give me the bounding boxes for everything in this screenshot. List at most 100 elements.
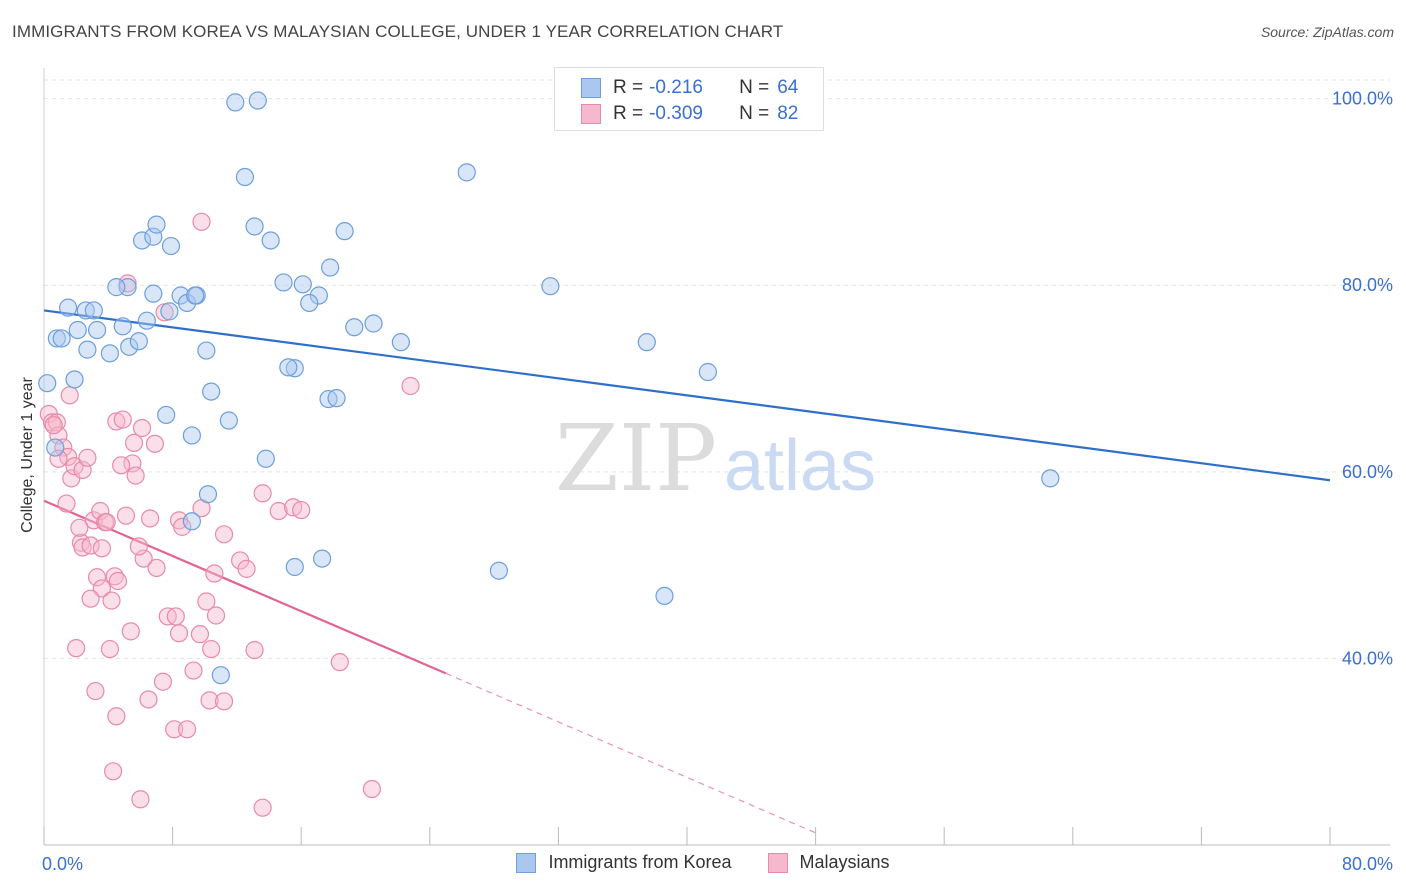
legend-n-value: 64 bbox=[777, 77, 799, 98]
chart-title: IMMIGRANTS FROM KOREA VS MALAYSIAN COLLE… bbox=[12, 22, 784, 41]
korea-point bbox=[285, 359, 304, 378]
x-tick-label: 0.0% bbox=[42, 854, 83, 874]
correlation-legend: R = -0.216 N = 64 R = -0.309 N = 82 bbox=[554, 67, 824, 131]
korea-point bbox=[171, 286, 190, 305]
korea-point bbox=[345, 318, 364, 337]
korea-point bbox=[364, 314, 383, 333]
malaysians-point bbox=[102, 591, 121, 610]
legend-item-korea: Immigrants from Korea bbox=[516, 852, 732, 873]
malaysians-point bbox=[70, 518, 89, 537]
korea-point bbox=[52, 329, 71, 348]
watermark-atlas: atlas bbox=[724, 426, 876, 506]
korea-point bbox=[300, 293, 319, 313]
malaysians-point bbox=[166, 607, 185, 626]
korea-point bbox=[59, 298, 78, 317]
korea-point bbox=[335, 222, 354, 241]
korea-point bbox=[457, 163, 476, 182]
malaysians-point bbox=[112, 456, 131, 475]
malaysians-point bbox=[177, 720, 197, 739]
korea-point bbox=[235, 167, 255, 187]
korea-trend-line bbox=[43, 309, 1331, 482]
malaysians-point bbox=[97, 513, 116, 532]
y-tick-label: 100.0% bbox=[1332, 89, 1393, 109]
malaysians-point bbox=[78, 448, 97, 467]
malaysians-point bbox=[129, 537, 148, 556]
legend-r-value: -0.309 bbox=[649, 103, 703, 124]
malaysians-point bbox=[169, 624, 189, 643]
korea-point bbox=[202, 382, 221, 401]
malaysians-point bbox=[107, 707, 126, 726]
malaysians-point bbox=[49, 449, 68, 468]
malaysians-point bbox=[116, 506, 136, 525]
korea-point bbox=[261, 231, 280, 250]
korea-point bbox=[321, 258, 340, 277]
korea-point bbox=[655, 586, 674, 606]
data-points bbox=[38, 91, 1060, 817]
legend-n-label: N = bbox=[739, 77, 770, 98]
malaysians-point bbox=[165, 720, 184, 739]
y-tick-label: 40.0% bbox=[1342, 648, 1393, 668]
korea-point bbox=[65, 370, 84, 389]
malaysians-trend-extension bbox=[445, 672, 816, 834]
malaysians-point bbox=[124, 433, 144, 453]
korea-point bbox=[87, 320, 107, 340]
korea-point bbox=[47, 329, 66, 348]
malaysians-point bbox=[245, 640, 264, 660]
korea-point bbox=[211, 666, 230, 685]
legend-row-malaysians: R = -0.309 N = 82 bbox=[581, 102, 798, 126]
legend-label-korea: Immigrants from Korea bbox=[548, 852, 732, 872]
malaysians-point bbox=[104, 762, 123, 781]
malaysians-point bbox=[197, 592, 216, 611]
malaysians-point bbox=[202, 639, 221, 659]
trend-lines bbox=[43, 309, 1331, 834]
korea-point bbox=[182, 512, 201, 531]
malaysians-point bbox=[81, 536, 100, 555]
malaysians-point bbox=[86, 681, 105, 701]
korea-point bbox=[186, 286, 205, 305]
malaysians-point bbox=[113, 410, 132, 429]
malaysians-point bbox=[269, 501, 288, 521]
korea-point bbox=[129, 332, 148, 351]
malaysians-point bbox=[91, 501, 110, 521]
korea-point bbox=[637, 333, 656, 352]
malaysians-point bbox=[253, 484, 272, 503]
korea-point bbox=[161, 236, 181, 256]
malaysians-point bbox=[139, 690, 158, 709]
y-tick-label: 60.0% bbox=[1342, 462, 1393, 482]
korea-point bbox=[256, 449, 275, 468]
series-legend: Immigrants from Korea Malaysians bbox=[0, 852, 1406, 873]
korea-swatch bbox=[581, 78, 601, 98]
korea-point bbox=[293, 275, 312, 294]
malaysians-point bbox=[330, 653, 349, 672]
malaysians-swatch bbox=[581, 104, 601, 124]
malaysians-point bbox=[57, 494, 76, 513]
malaysians-point bbox=[200, 691, 219, 710]
korea-point bbox=[107, 278, 126, 297]
legend-n-value: 82 bbox=[777, 103, 799, 124]
malaysians-point bbox=[121, 622, 140, 641]
malaysians-swatch bbox=[767, 852, 788, 873]
malaysians-point bbox=[362, 779, 382, 799]
korea-point bbox=[197, 341, 216, 360]
korea-point bbox=[219, 411, 238, 430]
korea-point bbox=[68, 320, 87, 340]
korea-swatch bbox=[516, 852, 537, 873]
korea-point bbox=[274, 273, 293, 292]
malaysians-point bbox=[214, 525, 234, 544]
malaysians-point bbox=[214, 692, 234, 711]
malaysians-point bbox=[192, 212, 211, 231]
malaysians-point bbox=[108, 571, 128, 591]
korea-point bbox=[46, 438, 65, 457]
malaysians-point bbox=[60, 386, 79, 405]
axes bbox=[43, 68, 1390, 846]
malaysians-point bbox=[184, 661, 203, 680]
korea-point bbox=[391, 333, 410, 352]
malaysians-point bbox=[44, 416, 63, 435]
korea-point bbox=[38, 374, 57, 393]
korea-point bbox=[137, 311, 156, 330]
korea-point bbox=[120, 337, 139, 356]
malaysians-point bbox=[92, 539, 111, 558]
korea-point bbox=[698, 362, 717, 382]
korea-point bbox=[309, 286, 328, 305]
